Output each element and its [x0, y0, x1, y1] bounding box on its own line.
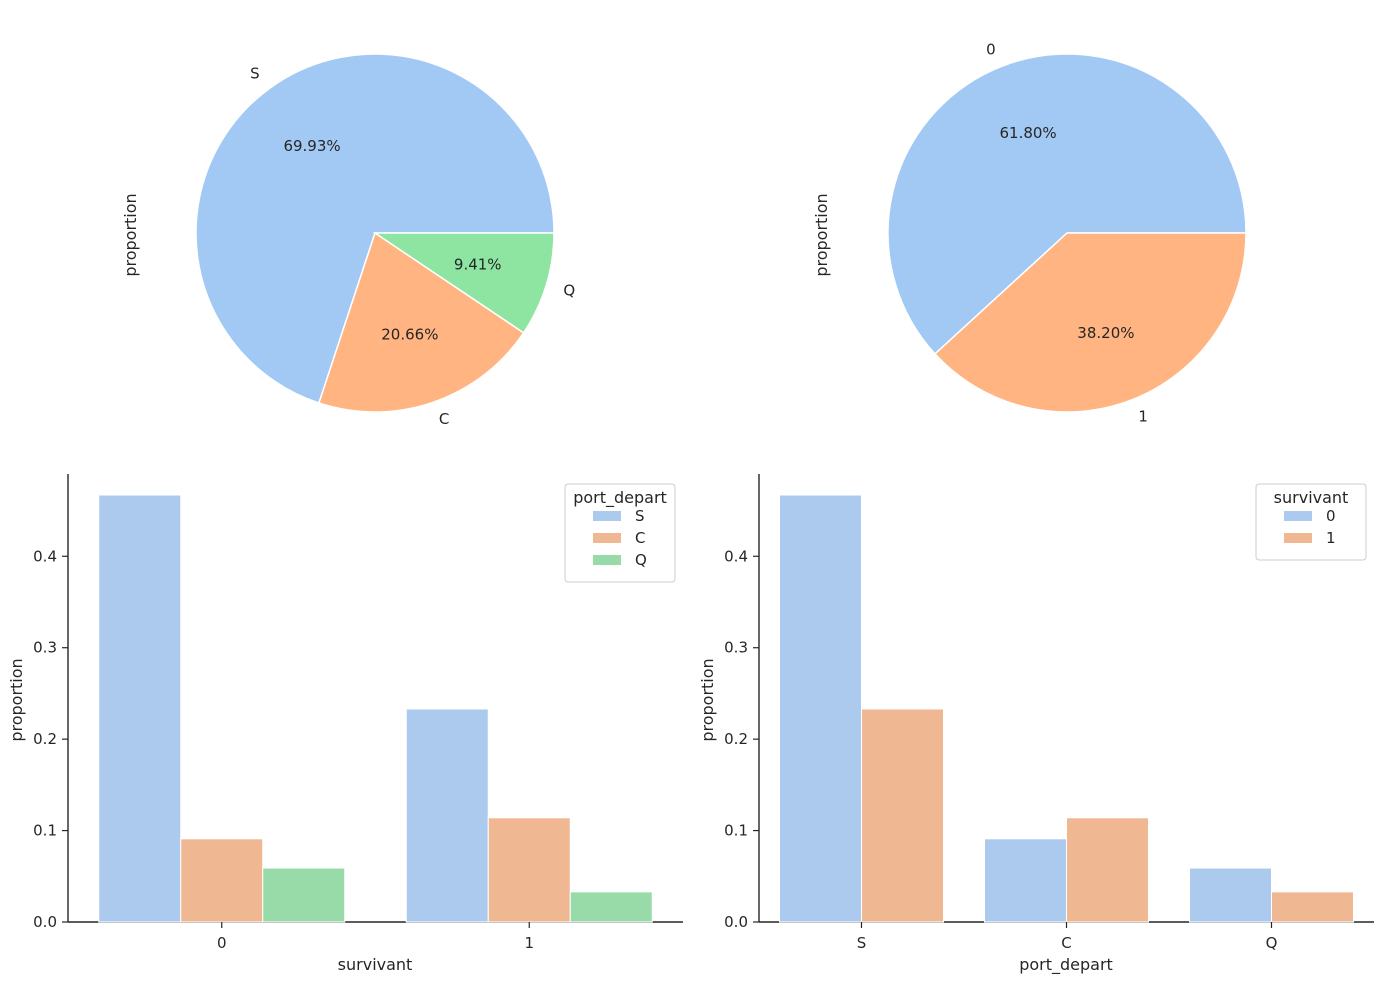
bar1-legend-swatch-C: [593, 533, 621, 543]
bar1-xtick-label: 1: [524, 934, 534, 952]
bar1-legend-label-Q: Q: [635, 551, 647, 569]
pie2-slice-0: [887, 53, 1247, 355]
bar1-legend-label-S: S: [635, 507, 645, 525]
bar1-xlabel: survivant: [338, 955, 413, 974]
pie2-pct-0: 61.80%: [999, 124, 1056, 142]
bar1-ytick-label: 0.4: [33, 547, 57, 565]
bar2-xtick-label: Q: [1266, 934, 1278, 952]
bar2-bar-Q-1: [1271, 891, 1354, 923]
pie1-pct-C: 20.66%: [381, 326, 438, 344]
bar1-ytick-label: 0.0: [33, 913, 57, 931]
bar1-ytick-label: 0.3: [33, 639, 57, 657]
pie1-ylabel: proportion: [121, 193, 140, 276]
bar2-xtick-label: C: [1061, 934, 1071, 952]
pie1-pct-Q: 9.41%: [454, 255, 502, 273]
pie1-slice-C: [317, 231, 525, 413]
bar2-legend-box: [1255, 483, 1367, 561]
bar1-legend-label-C: C: [635, 529, 645, 547]
bar2-ytick-label: 0.1: [724, 822, 748, 840]
bar1-legend-swatch-Q: [593, 555, 621, 565]
pie1-slice-Q: [372, 232, 555, 334]
bar-chart-by-port-depart: proportion port_depart 0.0 0.1 0.2 0.3 0.4 S C…: [698, 474, 1374, 975]
bar1-bar-0-Q: [262, 867, 346, 923]
bar2-legend-swatch-1: [1284, 533, 1312, 543]
bar1-ylabel: proportion: [7, 658, 26, 741]
bar2-bar-S-0: [779, 494, 862, 923]
bar2-bar-S-1: [861, 708, 944, 923]
bar2-xtick-label: S: [857, 934, 867, 952]
bar1-bar-1-S: [405, 708, 489, 923]
bar2-legend-label-0: 0: [1326, 507, 1336, 525]
pie2-slice-1: [933, 232, 1247, 413]
bar1-ytick-label: 0.1: [33, 822, 57, 840]
pie1-pct-S: 69.93%: [283, 137, 340, 155]
bar2-bar-C-0: [984, 838, 1067, 923]
bar2-bar-Q-0: [1189, 867, 1272, 923]
bar2-xlabel: port_depart: [1019, 955, 1113, 975]
pie-chart-port-depart: proportion S 69.93% C 20.66% Q 9.41%: [121, 53, 575, 428]
bar1-legend-title: port_depart: [573, 488, 667, 508]
bar1-xtick-label: 0: [217, 934, 227, 952]
bar-chart-by-survivant: proportion survivant 0.0 0.1 0.2 0.3 0.4 0 1 po…: [7, 474, 683, 974]
bar2-legend-title: survivant: [1274, 488, 1349, 507]
bar1-bar-0-C: [180, 838, 264, 923]
bar1-legend-swatch-S: [593, 511, 621, 521]
pie-chart-survivant: proportion 0 61.80% 1 38.20%: [812, 40, 1247, 426]
pie2-label-1: 1: [1138, 408, 1148, 426]
pie1-label-C: C: [439, 410, 449, 428]
bar2-legend-label-1: 1: [1326, 529, 1336, 547]
bar2-bar-C-1: [1066, 817, 1149, 923]
bar2-ytick-label: 0.2: [724, 730, 748, 748]
bar2-legend-swatch-0: [1284, 511, 1312, 521]
pie1-label-Q: Q: [563, 281, 575, 299]
bar2-ytick-label: 0.3: [724, 639, 748, 657]
bar1-bar-1-Q: [569, 891, 653, 923]
bar1-ytick-label: 0.2: [33, 730, 57, 748]
pie2-label-0: 0: [986, 40, 996, 58]
bar1-bar-1-C: [487, 817, 571, 923]
bar2-ylabel: proportion: [698, 658, 717, 741]
pie2-ylabel: proportion: [812, 193, 831, 276]
bar1-bar-0-S: [98, 494, 182, 923]
bar2-ytick-label: 0.0: [724, 913, 748, 931]
pie1-label-S: S: [250, 64, 260, 82]
bar2-ytick-label: 0.4: [724, 547, 748, 565]
pie1-slice-S: [195, 53, 555, 404]
pie2-pct-1: 38.20%: [1077, 324, 1134, 342]
